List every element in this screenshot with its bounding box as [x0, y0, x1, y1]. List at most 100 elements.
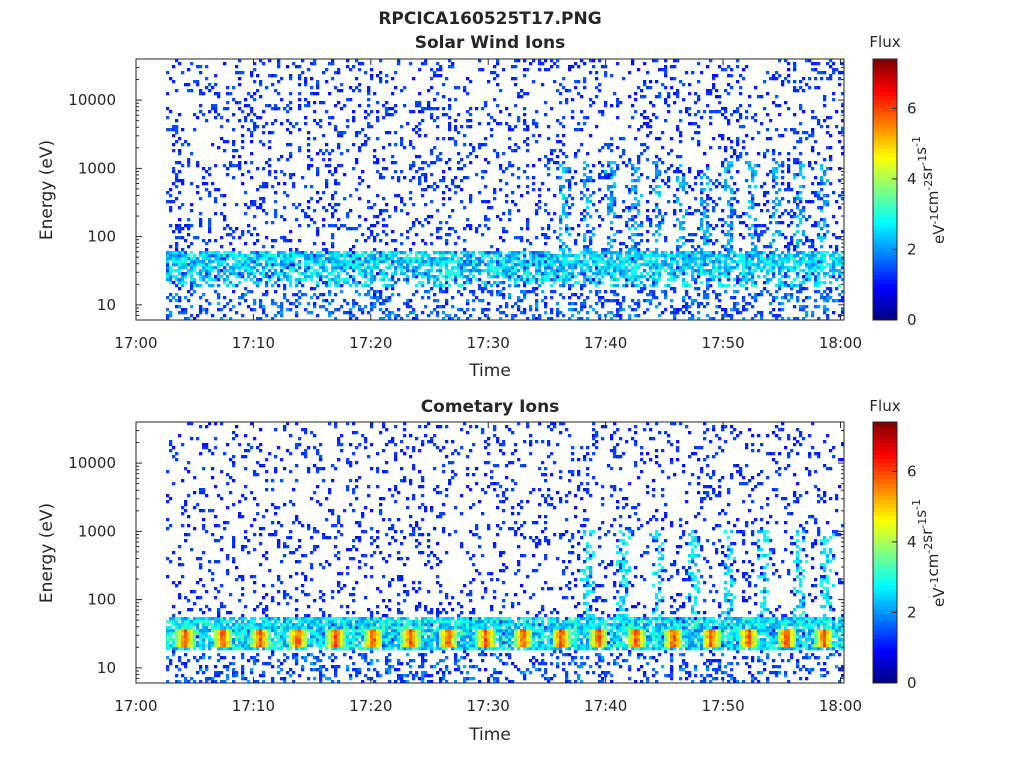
spectrogram-cell [787, 167, 791, 171]
spectrogram-cell [649, 119, 653, 123]
spectrogram-cell [742, 275, 746, 279]
spectrogram-cell [169, 194, 173, 198]
spectrogram-cell [412, 317, 416, 321]
spectrogram-cell [658, 272, 662, 276]
spectrogram-cell [634, 167, 638, 171]
spectrogram-cell [436, 125, 440, 129]
spectrogram-cell [412, 269, 416, 273]
spectrogram-cell [343, 263, 347, 267]
spectrogram-cell [673, 92, 677, 96]
spectrogram-cell [205, 272, 209, 276]
spectrogram-cell [517, 263, 521, 267]
spectrogram-cell [289, 173, 293, 177]
spectrogram-cell [754, 185, 758, 189]
spectrogram-cell [694, 254, 698, 258]
spectrogram-cell [742, 257, 746, 261]
spectrogram-cell [634, 242, 638, 246]
spectrogram-cell [265, 212, 269, 216]
spectrogram-cell [562, 212, 566, 216]
spectrogram-cell [631, 245, 635, 249]
spectrogram-cell [406, 299, 410, 303]
spectrogram-cell [781, 269, 785, 273]
spectrogram-cell [241, 266, 245, 270]
spectrogram-cell [628, 314, 632, 318]
spectrogram-cell [319, 305, 323, 309]
spectrogram-cell [319, 149, 323, 153]
spectrogram-cell [190, 242, 194, 246]
spectrogram-cell [520, 290, 524, 294]
spectrogram-cell [649, 284, 653, 288]
spectrogram-cell [349, 68, 353, 72]
spectrogram-cell [358, 263, 362, 267]
spectrogram-cell [637, 203, 641, 207]
spectrogram-cell [778, 281, 782, 285]
spectrogram-cell [550, 290, 554, 294]
spectrogram-cell [259, 140, 263, 144]
spectrogram-cell [502, 152, 506, 156]
spectrogram-cell [415, 314, 419, 318]
spectrogram-cell [190, 281, 194, 285]
spectrogram-cell [298, 128, 302, 132]
spectrogram-cell [700, 248, 704, 252]
spectrogram-cell [466, 308, 470, 312]
spectrogram-cell [325, 143, 329, 147]
spectrogram-cell [220, 275, 224, 279]
spectrogram-cell [697, 125, 701, 129]
spectrogram-cell [730, 239, 734, 243]
spectrogram-cell [619, 137, 623, 141]
spectrogram-cell [328, 314, 332, 318]
spectrogram-cell [205, 65, 209, 69]
spectrogram-cell [289, 266, 293, 270]
spectrogram-cell [586, 206, 590, 210]
spectrogram-cell [331, 194, 335, 198]
spectrogram-cell [682, 254, 686, 258]
spectrogram-cell [562, 242, 566, 246]
spectrogram-cell [784, 101, 788, 105]
spectrogram-cell [469, 314, 473, 318]
spectrogram-cell [772, 179, 776, 183]
spectrogram-cell [175, 260, 179, 264]
spectrogram-cell [610, 194, 614, 198]
spectrogram-cell [277, 278, 281, 282]
spectrogram-cell [478, 122, 482, 126]
spectrogram-cell [559, 101, 563, 105]
spectrogram-cell [742, 269, 746, 273]
spectrogram-cell [253, 260, 257, 264]
spectrogram-cell [274, 107, 278, 111]
spectrogram-cell [637, 290, 641, 294]
spectrogram-cell [598, 215, 602, 219]
spectrogram-cell [574, 281, 578, 285]
spectrogram-cell [778, 152, 782, 156]
spectrogram-cell [817, 62, 821, 66]
spectrogram-cell [736, 200, 740, 204]
spectrogram-cell [217, 269, 221, 273]
spectrogram-cell [211, 143, 215, 147]
spectrogram-cell [202, 113, 206, 117]
spectrogram-cell [715, 74, 719, 78]
spectrogram-cell [220, 194, 224, 198]
spectrogram-cell [241, 230, 245, 234]
spectrogram-cell [526, 263, 530, 267]
spectrogram-cell [727, 254, 731, 258]
spectrogram-cell [277, 92, 281, 96]
spectrogram-cell [823, 71, 827, 75]
spectrogram-cell [430, 215, 434, 219]
spectrogram-cell [244, 203, 248, 207]
spectrogram-cell [823, 308, 827, 312]
spectrogram-cell [499, 305, 503, 309]
spectrogram-cell [448, 59, 452, 63]
spectrogram-cell [166, 314, 170, 318]
spectrogram-cell [748, 95, 752, 99]
spectrogram-cell [367, 227, 371, 231]
spectrogram-cell [316, 296, 320, 300]
spectrogram-cell [811, 269, 815, 273]
spectrogram-cell [256, 254, 260, 258]
spectrogram-cell [829, 77, 833, 81]
spectrogram-cell [496, 281, 500, 285]
spectrogram-cell [724, 182, 728, 186]
spectrogram-cell [610, 266, 614, 270]
spectrogram-cell [439, 287, 443, 291]
spectrogram-cell [490, 116, 494, 120]
spectrogram-cell [556, 272, 560, 276]
spectrogram-cell [304, 77, 308, 81]
